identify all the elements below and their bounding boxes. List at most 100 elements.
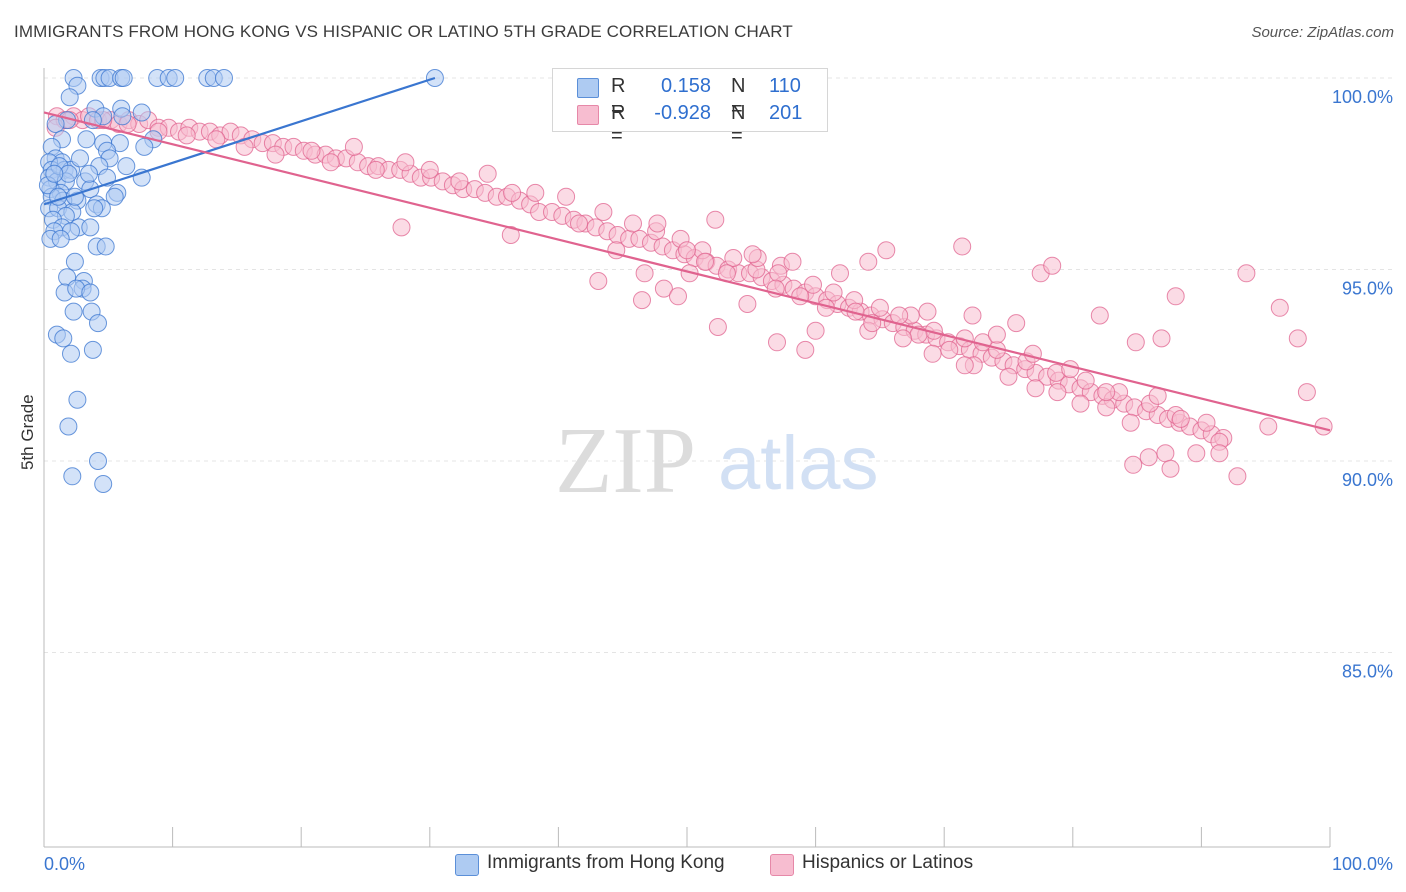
legend-n-label: N = <box>731 102 746 147</box>
data-point <box>1124 455 1143 474</box>
data-point <box>870 298 889 317</box>
data-point <box>59 417 78 436</box>
y-tick-labels: 100.0% 95.0% 90.0% 85.0% <box>1332 87 1393 682</box>
data-point <box>1139 448 1158 467</box>
data-point <box>526 183 545 202</box>
data-point <box>918 302 937 321</box>
data-point <box>302 141 321 160</box>
data-point <box>478 164 497 183</box>
stats-legend: R = 0.158 N = 110 R = -0.928 N = 201 <box>552 68 828 147</box>
data-point <box>64 302 83 321</box>
data-point <box>1297 383 1316 402</box>
data-point <box>796 340 815 359</box>
data-point <box>923 344 942 363</box>
data-point <box>62 344 80 363</box>
series-hispanic <box>46 107 1333 486</box>
bottom-legend-label: Immigrants from Hong Kong <box>487 852 725 873</box>
legend-r-label: R = <box>611 102 626 147</box>
data-point <box>1166 287 1185 306</box>
data-point <box>77 130 96 149</box>
legend-n-label: N = <box>731 75 746 120</box>
data-point <box>859 252 878 271</box>
data-point <box>85 199 104 218</box>
data-point <box>806 321 825 340</box>
y-tick-label: 90.0% <box>1342 470 1393 490</box>
data-point <box>113 107 132 126</box>
data-point <box>1061 360 1080 379</box>
data-point <box>46 115 65 133</box>
data-point <box>94 475 113 493</box>
data-point <box>1237 264 1256 283</box>
data-point <box>63 467 82 486</box>
data-point <box>824 283 843 302</box>
data-point <box>114 69 133 87</box>
data-point <box>724 249 743 267</box>
legend-swatch-hong-kong <box>577 78 599 98</box>
data-point <box>83 340 102 359</box>
data-point <box>1097 383 1116 402</box>
data-point <box>738 295 757 313</box>
data-point <box>450 172 469 191</box>
data-point <box>207 130 226 149</box>
series-hong-kong <box>38 69 444 493</box>
legend-n-value: 110 <box>769 75 801 97</box>
data-point <box>1259 417 1278 436</box>
data-point <box>80 164 98 183</box>
data-point <box>1076 371 1095 390</box>
data-point <box>831 264 849 283</box>
chart-title: IMMIGRANTS FROM HONG KONG VS HISPANIC OR… <box>14 22 793 41</box>
data-point <box>65 252 84 271</box>
legend-n-value: 201 <box>769 102 803 124</box>
data-point <box>669 287 687 306</box>
x-tick-labels: 0.0% 100.0% <box>44 854 1393 874</box>
data-point <box>557 187 576 206</box>
data-point <box>501 226 520 244</box>
data-point <box>768 333 786 352</box>
data-point <box>54 329 73 348</box>
data-point <box>89 452 107 470</box>
legend-r-label: R = <box>611 75 626 120</box>
data-point <box>1048 383 1067 402</box>
bottom-legend-swatch-hong-kong <box>455 854 479 876</box>
data-point <box>1171 409 1190 428</box>
data-point <box>678 241 696 260</box>
data-point <box>877 241 896 260</box>
data-point <box>1187 444 1206 463</box>
data-point <box>71 149 89 168</box>
data-point <box>743 245 762 264</box>
gridlines <box>44 77 1396 653</box>
trend-line-hong-kong <box>43 76 436 206</box>
data-point <box>1161 459 1180 478</box>
watermark-zip: ZIP <box>555 409 696 513</box>
data-point <box>166 69 185 87</box>
data-point <box>654 279 673 298</box>
trend-lines <box>43 76 1331 432</box>
data-point <box>894 329 912 348</box>
data-point <box>955 356 974 375</box>
data-point <box>706 210 725 229</box>
data-point <box>132 103 151 122</box>
data-point <box>1023 344 1042 363</box>
data-point <box>791 287 810 306</box>
legend-swatch-hispanic <box>577 105 599 125</box>
data-point <box>105 187 124 206</box>
data-point <box>1007 314 1026 333</box>
data-point <box>81 218 100 237</box>
data-point <box>783 252 802 271</box>
x-tick-label: 100.0% <box>1332 854 1393 874</box>
data-point <box>769 264 788 283</box>
data-point <box>635 264 654 283</box>
data-point <box>648 214 667 233</box>
data-point <box>1090 306 1109 325</box>
data-point <box>1156 444 1175 463</box>
data-point <box>1043 256 1062 275</box>
source-label: Source: ZipAtlas.com <box>1251 24 1394 41</box>
watermark: ZIP atlas <box>555 409 879 513</box>
trend-line-hispanic <box>43 111 1331 432</box>
data-point <box>177 126 196 145</box>
data-point <box>696 252 714 271</box>
data-point <box>1026 379 1045 398</box>
data-point <box>963 306 982 325</box>
data-point <box>215 69 233 87</box>
